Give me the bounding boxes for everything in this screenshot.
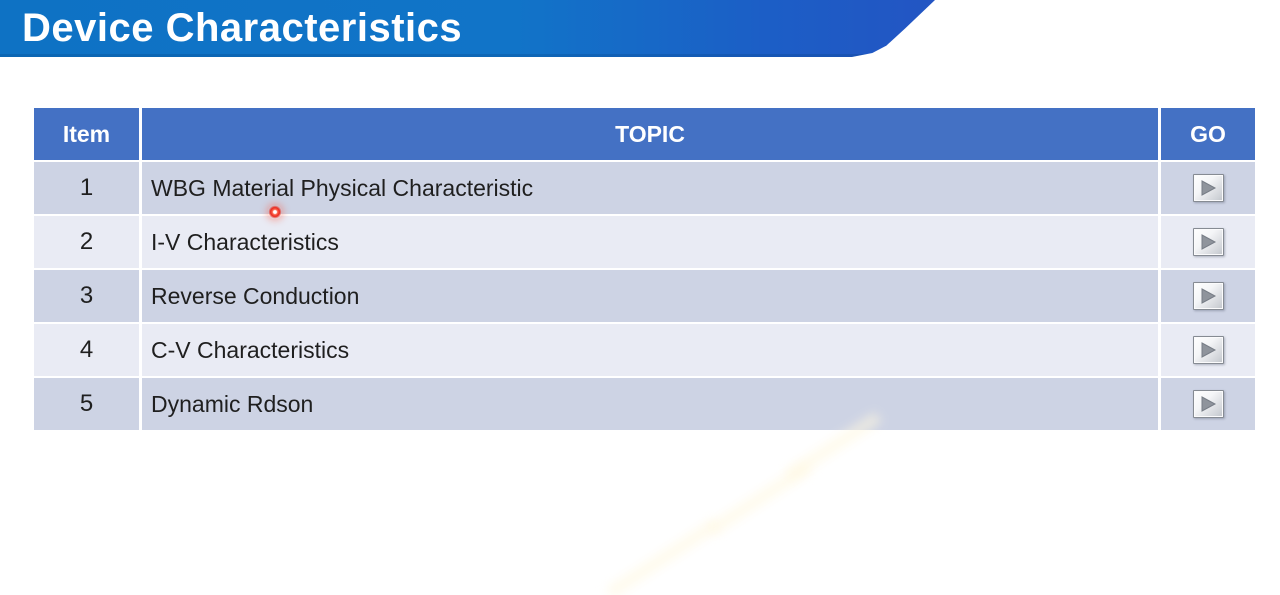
go-cell	[1161, 216, 1255, 268]
watermark-streak	[706, 460, 814, 537]
go-button-row-2[interactable]	[1192, 228, 1224, 256]
go-button-row-4[interactable]	[1192, 336, 1224, 364]
laser-pointer-dot	[268, 205, 282, 219]
item-cell: 4	[34, 324, 139, 376]
item-cell: 1	[34, 162, 139, 214]
topic-cell: C-V Characteristics	[142, 324, 1158, 376]
item-cell: 2	[34, 216, 139, 268]
watermark-streak	[604, 517, 722, 595]
column-header-topic: TOPIC	[142, 108, 1158, 160]
play-icon	[1201, 342, 1217, 358]
item-cell: 3	[34, 270, 139, 322]
topic-cell: Dynamic Rdson	[142, 378, 1158, 430]
topic-cell: Reverse Conduction	[142, 270, 1158, 322]
go-button-row-3[interactable]	[1192, 282, 1224, 310]
column-header-item: Item	[34, 108, 139, 160]
go-cell	[1161, 162, 1255, 214]
play-icon	[1201, 396, 1217, 412]
go-button-row-1[interactable]	[1192, 174, 1224, 202]
topic-cell: I-V Characteristics	[142, 216, 1158, 268]
go-cell	[1161, 270, 1255, 322]
go-button-row-5[interactable]	[1192, 390, 1224, 418]
item-cell: 5	[34, 378, 139, 430]
play-icon	[1201, 288, 1217, 304]
go-cell	[1161, 324, 1255, 376]
topic-cell: WBG Material Physical Characteristic	[142, 162, 1158, 214]
play-icon	[1201, 180, 1217, 196]
go-cell	[1161, 378, 1255, 430]
page-title: Device Characteristics	[22, 6, 463, 50]
topics-table: Item TOPIC GO 1 WBG Material Physical Ch…	[34, 108, 1255, 430]
column-header-go: GO	[1161, 108, 1255, 160]
title-banner: Device Characteristics	[0, 0, 935, 57]
play-icon	[1201, 234, 1217, 250]
